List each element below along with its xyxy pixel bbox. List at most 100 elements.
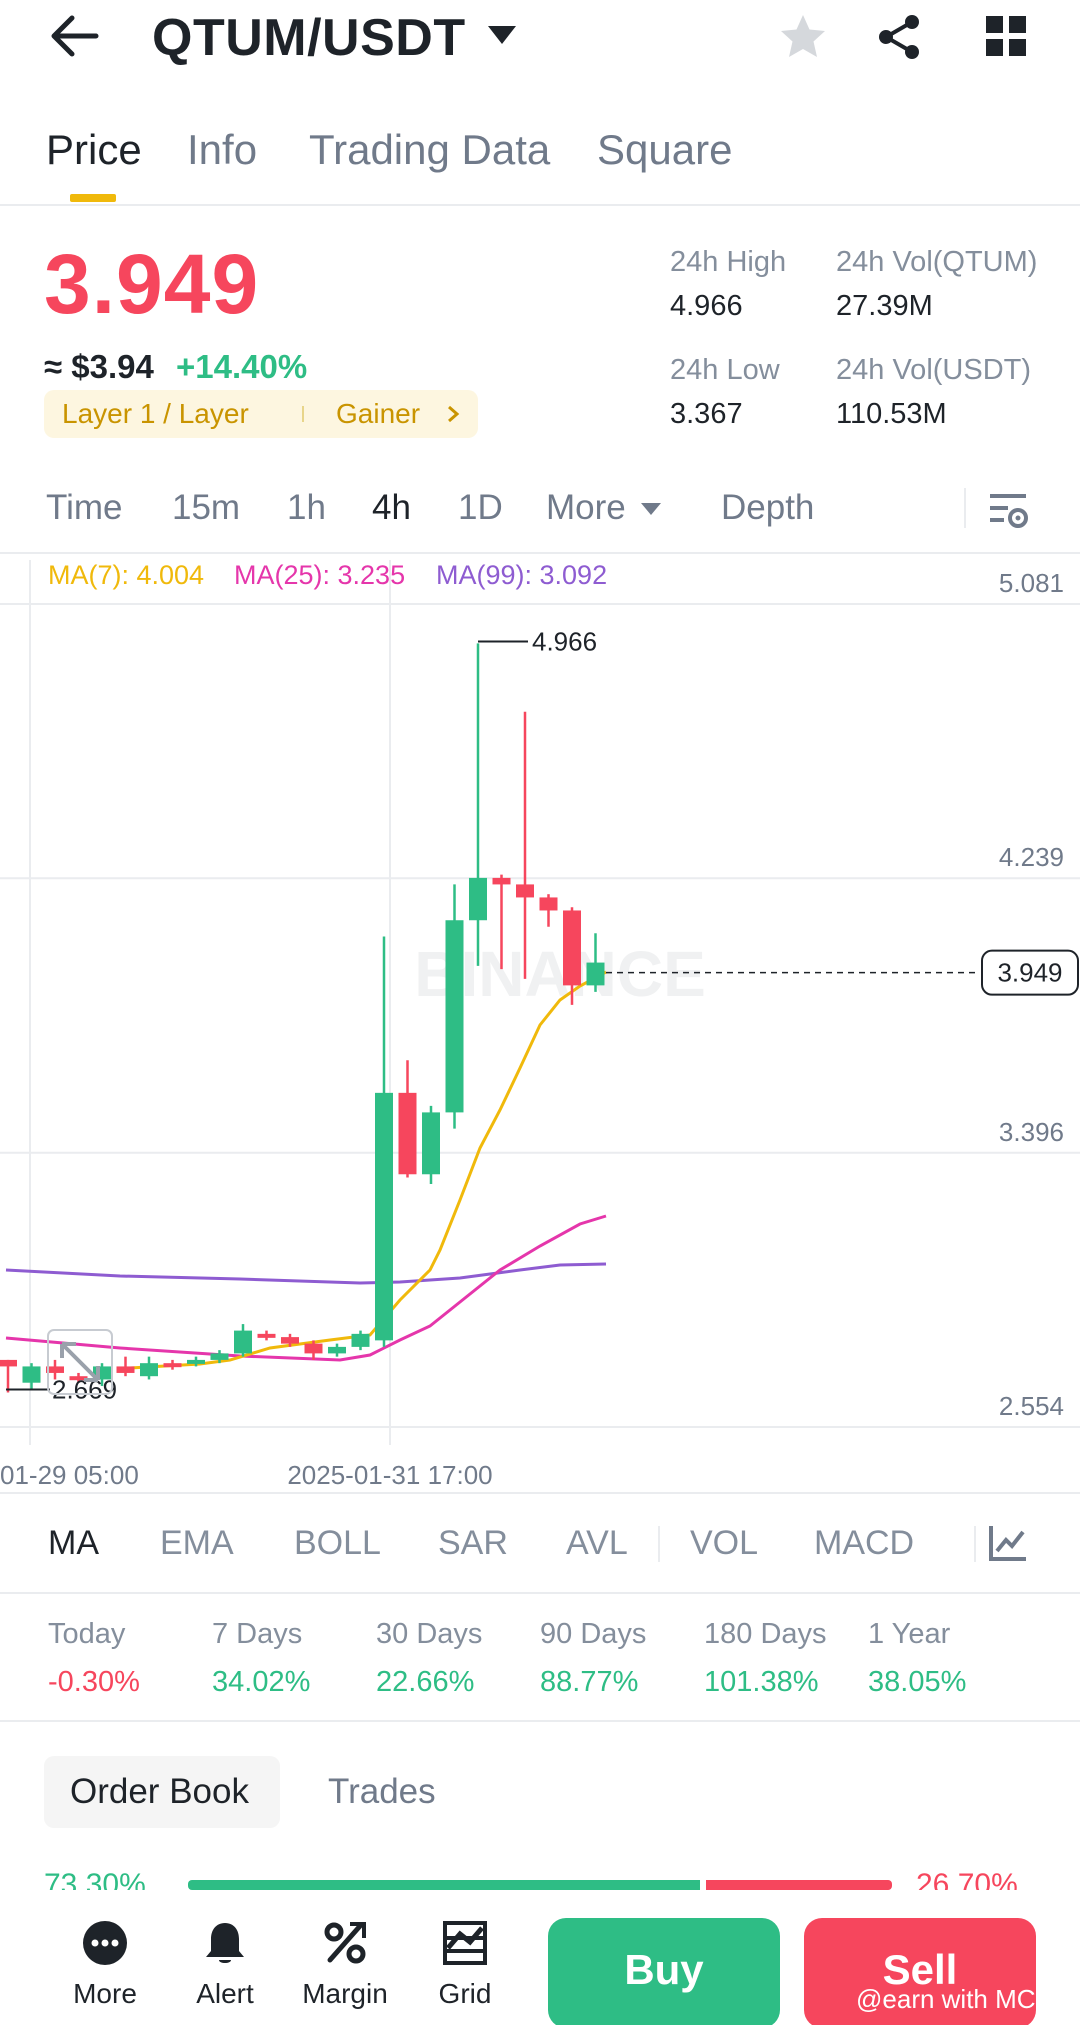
y-axis-label: 3.396 <box>999 1117 1064 1147</box>
y-axis-label: 5.081 <box>999 568 1064 598</box>
sell-button-label: Sell <box>882 1946 958 1993</box>
high-24h-value: 4.966 <box>670 290 743 322</box>
indicator-ema[interactable]: EMA <box>160 1524 234 1562</box>
indicator-separator <box>658 1526 660 1562</box>
ma7-label: MA(7): 4.004 <box>48 560 205 590</box>
candle-body <box>328 1346 346 1354</box>
tab-trades[interactable]: Trades <box>328 1772 436 1811</box>
interval-more[interactable]: More <box>546 488 626 527</box>
performance-value: 88.77% <box>540 1666 639 1698</box>
performance-label: 90 Days <box>540 1618 647 1650</box>
performance-value: 101.38% <box>704 1666 819 1698</box>
candle-body <box>210 1353 229 1360</box>
pair-title[interactable]: QTUM/USDT <box>152 9 466 67</box>
nav-grid[interactable]: Grid <box>420 1920 510 2020</box>
indicator-sar[interactable]: SAR <box>438 1524 508 1562</box>
interval-time[interactable]: Time <box>46 488 123 527</box>
tab-price[interactable]: Price <box>46 126 142 173</box>
candle-body <box>0 1359 17 1367</box>
candle-body <box>351 1333 370 1347</box>
watermark-credit: @earn with MCT <box>856 1984 1052 2014</box>
performance-label: 1 Year <box>868 1618 951 1650</box>
tab-order-book-label[interactable]: Order Book <box>70 1772 249 1811</box>
nav-more[interactable]: More <box>60 1920 150 2020</box>
star-icon[interactable] <box>778 12 828 62</box>
candle-body <box>398 1092 417 1175</box>
grid-icon[interactable] <box>984 14 1028 58</box>
performance-value: 34.02% <box>212 1666 311 1698</box>
candle-body <box>234 1330 252 1354</box>
performance-divider <box>0 1720 1080 1722</box>
vol-base-value: 27.39M <box>836 290 933 322</box>
share-icon[interactable] <box>874 12 924 62</box>
indicator-settings-icon[interactable] <box>988 1524 1028 1562</box>
candle-body <box>46 1366 64 1373</box>
interval-4h[interactable]: 4h <box>372 488 411 527</box>
tag-separator <box>302 406 304 422</box>
interval-depth[interactable]: Depth <box>721 488 815 527</box>
interval-15m[interactable]: 15m <box>172 488 241 527</box>
indicator-avl[interactable]: AVL <box>566 1524 628 1562</box>
tab-trading-data[interactable]: Trading Data <box>309 126 551 173</box>
candle-body <box>281 1337 299 1344</box>
interval-1h[interactable]: 1h <box>287 488 326 527</box>
interval-1d[interactable]: 1D <box>458 488 503 527</box>
indicator-vol[interactable]: VOL <box>690 1524 759 1562</box>
performance-value: 22.66% <box>376 1666 475 1698</box>
candle-body <box>187 1359 205 1364</box>
more-dots-icon <box>83 1921 127 1965</box>
candle-body <box>586 962 605 986</box>
nav-more-label: More <box>73 1978 137 2009</box>
interval-separator <box>964 488 966 528</box>
sell-ratio-bar <box>706 1880 892 1890</box>
candle-body <box>116 1366 135 1373</box>
nav-grid-label: Grid <box>438 1978 492 2009</box>
tab-square[interactable]: Square <box>597 126 733 173</box>
tabs-divider <box>0 204 1080 206</box>
buy-ratio-bar <box>188 1880 700 1890</box>
buy-button-label: Buy <box>624 1946 704 1993</box>
candle-body <box>140 1363 158 1377</box>
candle-body <box>516 884 534 898</box>
indicator-separator <box>974 1526 976 1562</box>
candle-body <box>469 877 487 921</box>
candle-body <box>257 1333 276 1338</box>
performance-label: 7 Days <box>212 1618 303 1650</box>
high-marker-label: 4.966 <box>532 626 597 656</box>
nav-margin[interactable]: Margin <box>300 1920 390 2020</box>
percent-icon <box>324 1922 366 1964</box>
sell-button[interactable]: Sell <box>804 1918 1036 2025</box>
chevron-right-icon <box>448 405 460 423</box>
candle-body <box>69 1376 88 1381</box>
indicator-boll[interactable]: BOLL <box>294 1524 381 1562</box>
performance-value: 38.05% <box>868 1666 967 1698</box>
candlestick-chart[interactable]: 5.081 4.239 3.396 2.554 01-29 05:00 2025-01-3… <box>0 554 1080 1494</box>
y-axis-label: 2.554 <box>999 1391 1064 1421</box>
vol-quote-label: 24h Vol(USDT) <box>836 354 1032 386</box>
vol-quote-value: 110.53M <box>836 398 947 430</box>
active-tab-indicator <box>70 194 116 202</box>
arrow-left-icon[interactable] <box>48 14 100 58</box>
low-24h-label: 24h Low <box>670 354 780 386</box>
current-price-label: 3.949 <box>997 958 1062 988</box>
category-tag[interactable]: Layer 1 / Layer Gainer <box>44 390 478 438</box>
tab-order-book[interactable] <box>44 1756 280 1828</box>
performance-label: 30 Days <box>376 1618 483 1650</box>
current-price-box <box>981 949 1079 996</box>
candle-body <box>563 910 581 986</box>
candle-body <box>422 1112 440 1175</box>
indicator-macd[interactable]: MACD <box>814 1524 915 1562</box>
performance-value: -0.30% <box>48 1666 140 1698</box>
caret-down-icon[interactable] <box>640 502 662 516</box>
nav-alert[interactable]: Alert <box>180 1920 270 2020</box>
candle-body <box>163 1363 182 1368</box>
caret-down-icon[interactable] <box>486 24 518 46</box>
candle-body <box>22 1366 41 1383</box>
chart-top-divider <box>0 552 1080 554</box>
buy-button[interactable]: Buy <box>548 1918 780 2025</box>
indicator-ma[interactable]: MA <box>48 1524 99 1562</box>
chart-settings-icon[interactable] <box>988 490 1028 530</box>
x-axis-label: 01-29 05:00 <box>0 1460 139 1490</box>
tab-info[interactable]: Info <box>187 126 258 173</box>
ma7-line <box>129 970 607 1370</box>
